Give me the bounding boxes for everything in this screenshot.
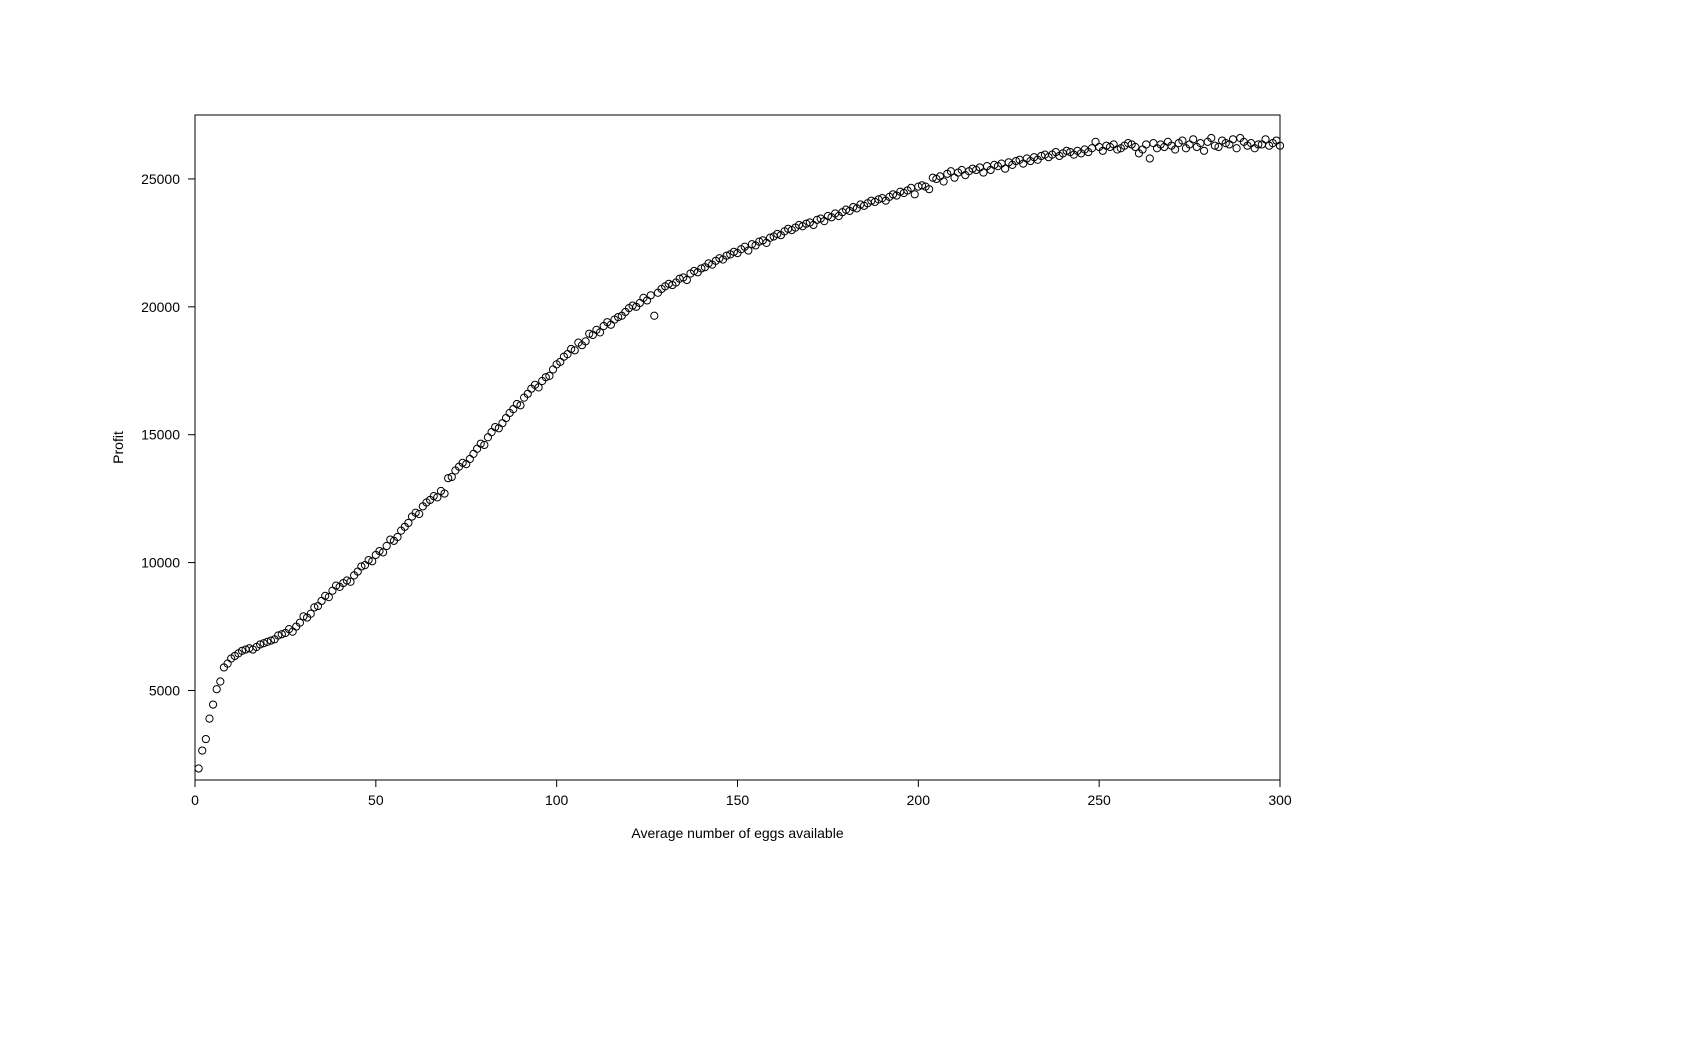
x-tick-label: 300 bbox=[1268, 792, 1292, 808]
data-point bbox=[209, 701, 216, 708]
data-point bbox=[470, 450, 477, 457]
data-point bbox=[213, 686, 220, 693]
y-tick-label: 15000 bbox=[141, 427, 180, 443]
y-axis-label: Profit bbox=[110, 431, 126, 464]
data-point bbox=[199, 747, 206, 754]
data-point bbox=[1200, 147, 1207, 154]
data-point bbox=[911, 191, 918, 198]
data-point bbox=[484, 434, 491, 441]
x-tick-label: 100 bbox=[545, 792, 569, 808]
y-tick-label: 25000 bbox=[141, 171, 180, 187]
data-point bbox=[488, 429, 495, 436]
data-point bbox=[1233, 145, 1240, 152]
data-point bbox=[502, 414, 509, 421]
data-point bbox=[195, 765, 202, 772]
data-point bbox=[951, 174, 958, 181]
data-point bbox=[1143, 141, 1150, 148]
x-axis-label: Average number of eggs available bbox=[631, 825, 843, 841]
data-point bbox=[651, 312, 658, 319]
data-point bbox=[1150, 140, 1157, 147]
x-tick-label: 0 bbox=[191, 792, 199, 808]
data-point bbox=[549, 366, 556, 373]
data-point bbox=[329, 587, 336, 594]
x-tick-label: 150 bbox=[726, 792, 750, 808]
data-point bbox=[1092, 138, 1099, 145]
scatter-chart: 0 50 100 150 200 250 300 5000 10000 15000 20000 250… bbox=[0, 0, 1700, 1040]
y-tick-label: 20000 bbox=[141, 299, 180, 315]
data-point bbox=[499, 420, 506, 427]
data-point bbox=[474, 445, 481, 452]
data-point bbox=[318, 597, 325, 604]
chart-container: 0 50 100 150 200 250 300 5000 10000 15000 20000 250… bbox=[0, 0, 1700, 1040]
data-point bbox=[217, 678, 224, 685]
data-point bbox=[1146, 155, 1153, 162]
data-point bbox=[1229, 136, 1236, 143]
x-tick-label: 50 bbox=[368, 792, 384, 808]
data-point bbox=[202, 735, 209, 742]
data-point bbox=[1190, 136, 1197, 143]
x-tick-label: 200 bbox=[907, 792, 931, 808]
data-point bbox=[647, 292, 654, 299]
data-point bbox=[940, 178, 947, 185]
data-point bbox=[206, 715, 213, 722]
data-point bbox=[466, 455, 473, 462]
plot-frame bbox=[195, 115, 1280, 780]
x-tick-label: 250 bbox=[1087, 792, 1111, 808]
data-series bbox=[195, 134, 1284, 772]
y-tick-label: 5000 bbox=[149, 682, 180, 698]
y-tick-label: 10000 bbox=[141, 555, 180, 571]
